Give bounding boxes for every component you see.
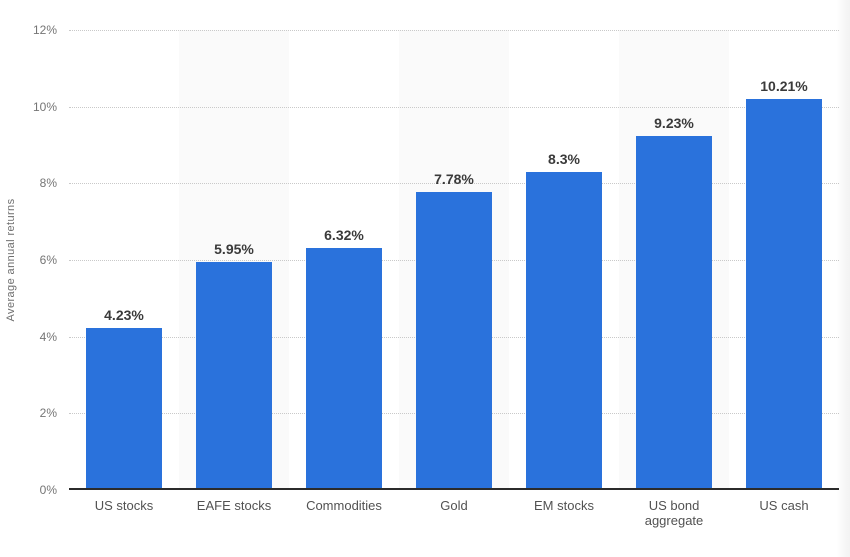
category-label-cell: Gold <box>399 498 509 528</box>
category-label: Gold <box>440 498 468 513</box>
category-label-cell: Commodities <box>289 498 399 528</box>
bar-value-label: 7.78% <box>434 170 474 187</box>
bar-value-label: 9.23% <box>654 115 694 132</box>
x-axis-category-labels: US stocks EAFE stocks Commodities Gold EM st… <box>69 498 839 528</box>
bar <box>636 136 712 490</box>
category-label: EAFE stocks <box>196 498 272 513</box>
bar <box>196 261 272 490</box>
bar <box>526 171 602 490</box>
bar-value-label: 10.21% <box>760 77 808 94</box>
chart-column: 4.23% <box>69 30 179 490</box>
bar <box>306 247 382 490</box>
bar <box>746 98 822 490</box>
y-tick-label: 12% <box>32 23 57 37</box>
y-axis-tick-labels: 0% 2% 4% 6% 8% 10% 12% <box>0 0 57 557</box>
gridline <box>69 106 839 108</box>
bar-value-label: 5.95% <box>214 240 254 257</box>
category-label-cell: EM stocks <box>509 498 619 528</box>
category-label: US cash <box>759 498 809 513</box>
bar-value-label: 6.32% <box>324 226 364 243</box>
category-label-cell: US cash <box>729 498 839 528</box>
plot-area: 4.23% 5.95% 6.32% 7.78% 8.3% 9.23% 10.21% <box>69 30 839 490</box>
y-tick-label: 10% <box>32 99 57 114</box>
bar-value-label: 8.3% <box>548 150 580 167</box>
bar-value-label: 4.23% <box>104 306 144 323</box>
y-tick-label: 6% <box>39 253 57 267</box>
y-tick-label: 4% <box>39 329 57 344</box>
gridline <box>69 30 839 31</box>
x-axis-line <box>69 488 839 490</box>
category-label: US stocks <box>94 498 154 513</box>
category-label: EM stocks <box>534 498 594 513</box>
category-label-cell: EAFE stocks <box>179 498 289 528</box>
chart-column: 8.3% <box>509 30 619 490</box>
category-label: Commodities <box>306 498 382 513</box>
bar <box>86 327 162 490</box>
category-label-cell: US bond aggregate <box>619 498 729 528</box>
bar <box>416 191 492 490</box>
y-tick-label: 8% <box>39 176 57 191</box>
category-label-cell: US stocks <box>69 498 179 528</box>
gridline <box>69 183 839 185</box>
chart-column: 10.21% <box>729 30 839 490</box>
category-label: US bond aggregate <box>644 498 704 528</box>
chart-column: 6.32% <box>289 30 399 490</box>
y-tick-label: 2% <box>39 406 57 421</box>
y-tick-label: 0% <box>39 483 57 497</box>
